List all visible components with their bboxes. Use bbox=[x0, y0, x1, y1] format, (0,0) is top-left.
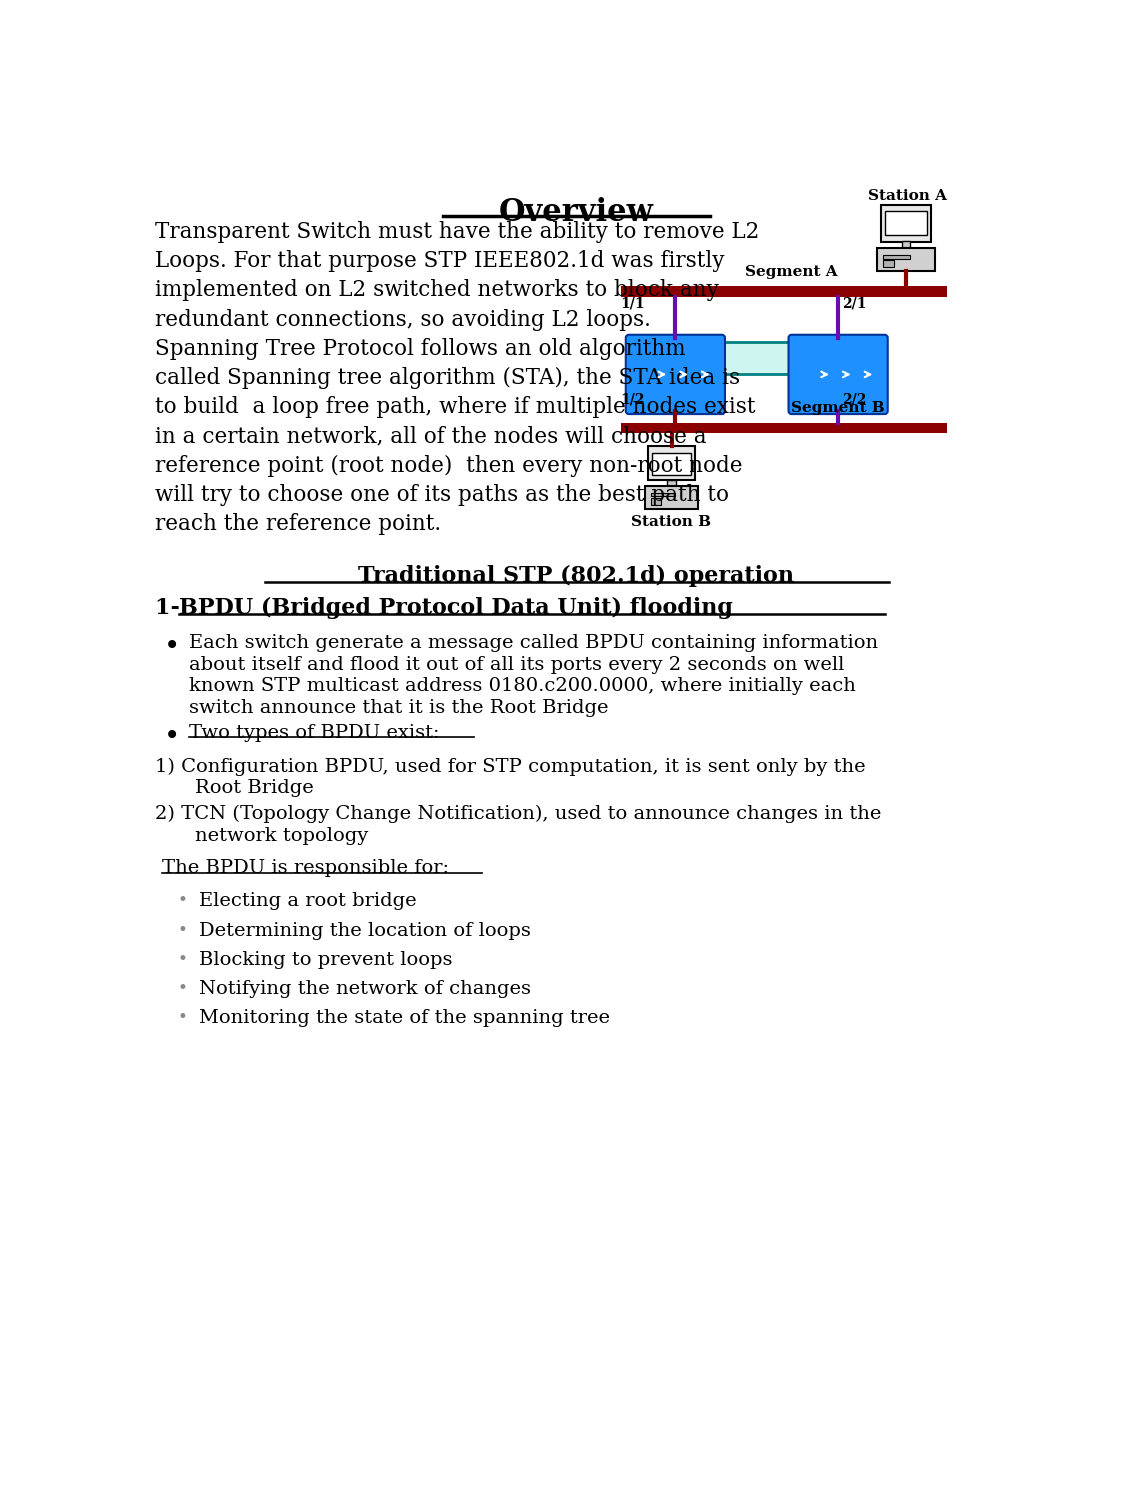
Bar bbox=[883, 260, 894, 267]
Text: Station B: Station B bbox=[631, 514, 712, 529]
Text: Transparent Switch must have the ability to remove L2: Transparent Switch must have the ability… bbox=[154, 220, 759, 243]
Text: switch announce that it is the Root Bridge: switch announce that it is the Root Brid… bbox=[189, 699, 609, 717]
Bar bbox=[621, 423, 946, 433]
Bar bbox=[652, 453, 691, 476]
Text: network topology: network topology bbox=[195, 827, 368, 844]
Text: Loops. For that purpose STP IEEE802.1d was firstly: Loops. For that purpose STP IEEE802.1d w… bbox=[154, 251, 724, 272]
Text: about itself and flood it out of all its ports every 2 seconds on well: about itself and flood it out of all its… bbox=[189, 656, 844, 674]
Bar bbox=[883, 255, 910, 258]
Bar bbox=[675, 342, 838, 374]
Text: •: • bbox=[164, 723, 180, 750]
Text: Determining the location of loops: Determining the location of loops bbox=[199, 921, 531, 939]
Bar bbox=[621, 286, 946, 297]
Bar bbox=[876, 248, 935, 272]
Text: 2/1: 2/1 bbox=[842, 296, 866, 310]
Text: Overview: Overview bbox=[498, 196, 654, 228]
Text: will try to choose one of its paths as the best path to: will try to choose one of its paths as t… bbox=[154, 484, 729, 506]
Text: 2) TCN (Topology Change Notification), used to announce changes in the: 2) TCN (Topology Change Notification), u… bbox=[154, 806, 881, 824]
FancyBboxPatch shape bbox=[626, 334, 724, 414]
Bar bbox=[901, 242, 910, 248]
Bar bbox=[648, 447, 695, 480]
Text: The BPDU is responsible for:: The BPDU is responsible for: bbox=[162, 859, 449, 877]
Text: •: • bbox=[178, 951, 188, 968]
Text: 2/2: 2/2 bbox=[842, 393, 866, 406]
Bar bbox=[884, 211, 927, 236]
Text: in a certain network, all of the nodes will choose a: in a certain network, all of the nodes w… bbox=[154, 426, 706, 447]
Text: reach the reference point.: reach the reference point. bbox=[154, 513, 441, 535]
Text: Two types of BPDU exist:: Two types of BPDU exist: bbox=[189, 723, 439, 741]
Text: Segment A: Segment A bbox=[745, 264, 838, 279]
Text: known STP multicast address 0180.c200.0000, where initially each: known STP multicast address 0180.c200.00… bbox=[189, 678, 855, 696]
Bar bbox=[650, 498, 660, 506]
Text: implemented on L2 switched networks to block any: implemented on L2 switched networks to b… bbox=[154, 279, 719, 302]
Text: reference point (root node)  then every non-root node: reference point (root node) then every n… bbox=[154, 454, 742, 477]
Text: BPDU (Bridged Protocol Data Unit) flooding: BPDU (Bridged Protocol Data Unit) floodi… bbox=[179, 597, 734, 619]
Text: •: • bbox=[178, 1010, 188, 1026]
Text: Notifying the network of changes: Notifying the network of changes bbox=[199, 980, 531, 998]
Text: Root Bridge: Root Bridge bbox=[195, 778, 314, 796]
Text: Segment B: Segment B bbox=[791, 400, 885, 416]
Text: redundant connections, so avoiding L2 loops.: redundant connections, so avoiding L2 lo… bbox=[154, 309, 650, 330]
Text: 1) Configuration BPDU, used for STP computation, it is sent only by the: 1) Configuration BPDU, used for STP comp… bbox=[154, 758, 865, 776]
Text: Electing a root bridge: Electing a root bridge bbox=[199, 892, 416, 910]
Text: •: • bbox=[178, 980, 188, 998]
Text: •: • bbox=[178, 921, 188, 939]
Text: Each switch generate a message called BPDU containing information: Each switch generate a message called BP… bbox=[189, 634, 878, 652]
Text: to build  a loop free path, where if multiple nodes exist: to build a loop free path, where if mult… bbox=[154, 396, 755, 418]
Text: Traditional STP (802.1d) operation: Traditional STP (802.1d) operation bbox=[358, 566, 794, 586]
Text: •: • bbox=[178, 892, 188, 909]
Text: Station A: Station A bbox=[868, 189, 947, 202]
Text: •: • bbox=[164, 634, 180, 662]
Text: Blocking to prevent loops: Blocking to prevent loops bbox=[199, 951, 452, 969]
FancyBboxPatch shape bbox=[789, 334, 888, 414]
Bar bbox=[645, 486, 698, 508]
Bar bbox=[667, 480, 676, 486]
Bar bbox=[650, 492, 675, 496]
Bar bbox=[881, 204, 931, 242]
Text: called Spanning tree algorithm (STA), the STA idea is: called Spanning tree algorithm (STA), th… bbox=[154, 368, 740, 388]
Text: Monitoring the state of the spanning tree: Monitoring the state of the spanning tre… bbox=[199, 1010, 610, 1028]
Text: 1/1: 1/1 bbox=[620, 296, 645, 310]
Text: 1/2: 1/2 bbox=[620, 393, 645, 406]
Text: 1-: 1- bbox=[154, 597, 187, 619]
Text: Spanning Tree Protocol follows an old algorithm: Spanning Tree Protocol follows an old al… bbox=[154, 338, 685, 360]
